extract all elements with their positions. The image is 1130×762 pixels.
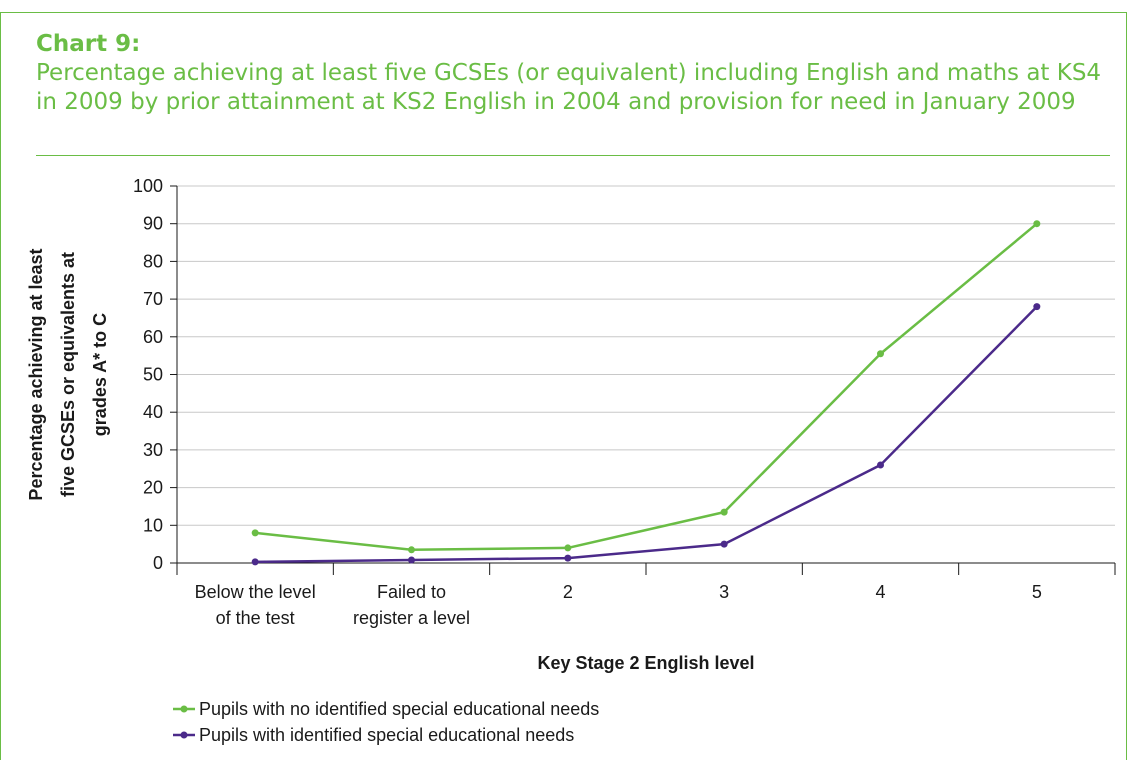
- x-tick-label: 2: [563, 582, 573, 602]
- chart-number: Chart 9:: [36, 31, 141, 57]
- y-tick-label: 50: [143, 365, 163, 385]
- data-point: [877, 350, 884, 358]
- legend-label: Pupils with identified special education…: [199, 725, 574, 745]
- y-tick-label: 0: [153, 553, 163, 573]
- y-axis: 0 10 20 30 40 50 60 70 80 90 100: [133, 176, 178, 573]
- gridlines: [177, 185, 1115, 526]
- y-tick-label: 30: [143, 440, 163, 460]
- y-tick-label: 20: [143, 478, 163, 498]
- x-tick-label: 4: [875, 582, 885, 602]
- x-axis: Below the level of the test Failed to regis…: [176, 562, 1116, 628]
- x-tick-label: Below the level: [195, 582, 316, 602]
- data-point: [564, 554, 572, 562]
- x-tick-label: of the test: [216, 608, 295, 628]
- y-axis-title-line: Percentage achieving at least: [26, 248, 46, 500]
- y-axis-title: Percentage achieving at least five GCSEs …: [26, 248, 110, 500]
- y-tick-label: 60: [143, 327, 163, 347]
- legend-label: Pupils with no identified special educat…: [199, 699, 599, 719]
- series-group: [251, 220, 1041, 566]
- heading-divider: [36, 155, 1110, 156]
- series-line: [255, 305, 1038, 564]
- data-point: [251, 558, 259, 566]
- data-point: [720, 540, 728, 548]
- y-tick-label: 90: [143, 214, 163, 234]
- y-axis-title-line: five GCSEs or equivalents at: [58, 252, 78, 497]
- data-point: [408, 556, 415, 564]
- series-line: [255, 222, 1038, 552]
- y-tick-label: 80: [143, 251, 163, 271]
- x-tick-label: 3: [719, 582, 729, 602]
- data-point: [877, 461, 884, 469]
- data-point: [251, 529, 259, 537]
- y-tick-label: 70: [143, 289, 163, 309]
- x-tick-label: 5: [1032, 582, 1042, 602]
- y-axis-title-line: grades A* to C: [90, 313, 110, 436]
- legend-swatch-marker: [180, 705, 188, 713]
- data-point: [1033, 303, 1041, 311]
- chart-title: Percentage achieving at least five GCSEs…: [36, 60, 1102, 115]
- data-point: [720, 508, 728, 516]
- x-axis-title: Key Stage 2 English level: [537, 653, 754, 673]
- y-tick-label: 100: [133, 176, 163, 196]
- data-point: [1033, 220, 1041, 228]
- legend: Pupils with no identified special educat…: [173, 699, 599, 745]
- chart-heading: Chart 9: Percentage achieving at least f…: [36, 30, 1106, 117]
- legend-swatch-marker: [180, 731, 188, 739]
- y-tick-label: 40: [143, 402, 163, 422]
- data-point: [408, 546, 415, 554]
- x-tick-label: Failed to: [377, 582, 446, 602]
- y-tick-label: 10: [143, 515, 163, 535]
- chart-frame: [0, 12, 1127, 760]
- data-point: [564, 544, 572, 552]
- x-tick-label: register a level: [353, 608, 470, 628]
